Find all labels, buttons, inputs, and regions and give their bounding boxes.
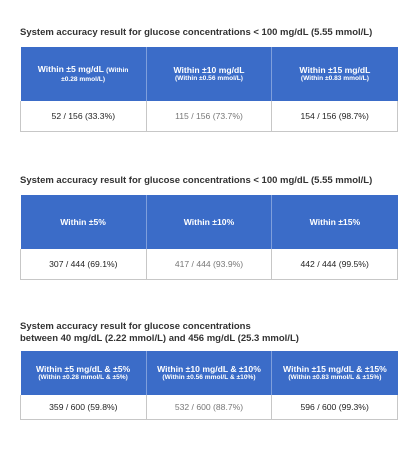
header-main: Within ±15 mg/dL & ±15% xyxy=(283,364,387,374)
header-sub: (Within ±0.83 mmol/L & ±15%) xyxy=(288,374,382,381)
header-main: Within ±5 mg/dL & ±5% xyxy=(35,364,131,374)
value-cell-within-5: 52 / 156 (33.3%) xyxy=(20,101,147,132)
value-cell-within-5: 359 / 600 (59.8%) xyxy=(20,395,147,420)
accuracy-table-low-mgdl: Within ±5 mg/dL (Within ±0.28 mmol/L) Wi… xyxy=(20,47,398,132)
table-header-row: Within ±5 mg/dL (Within ±0.28 mmol/L) Wi… xyxy=(20,47,398,101)
section-low-mgdl: System accuracy result for glucose conce… xyxy=(20,27,398,132)
header-main: Within ±15% xyxy=(309,217,361,227)
header-main: Within ±10% xyxy=(183,217,235,227)
value-cell-within-10: 417 / 444 (93.9%) xyxy=(145,249,273,280)
accuracy-table-full-range: Within ±5 mg/dL & ±5% (Within ±0.28 mmol… xyxy=(20,351,398,420)
section-full-range: System accuracy result for glucose conce… xyxy=(20,321,398,420)
value-cell-within-5: 307 / 444 (69.1%) xyxy=(20,249,147,280)
value-cell-within-15: 596 / 600 (99.3%) xyxy=(271,395,398,420)
table-header-row: Within ±5% Within ±10% Within ±15% xyxy=(20,195,398,249)
value-cell-within-10: 532 / 600 (88.7%) xyxy=(145,395,273,420)
header-within-10-combined: Within ±10 mg/dL & ±10% (Within ±0.56 mm… xyxy=(146,351,273,395)
header-main: Within ±5% xyxy=(60,217,106,227)
section-title: System accuracy result for glucose conce… xyxy=(20,175,373,186)
section-title-line-2: between 40 mg/dL (2.22 mmol/L) and 456 m… xyxy=(20,333,299,344)
table-header-row: Within ±5 mg/dL & ±5% (Within ±0.28 mmol… xyxy=(20,351,398,395)
header-main: Within ±10 mg/dL & ±10% xyxy=(157,364,261,374)
section-title: System accuracy result for glucose conce… xyxy=(20,27,373,38)
header-within-5-combined: Within ±5 mg/dL & ±5% (Within ±0.28 mmol… xyxy=(20,351,147,395)
header-within-10-mgdl: Within ±10 mg/dL (Within ±0.56 mmol/L) xyxy=(146,47,273,101)
header-within-15-combined: Within ±15 mg/dL & ±15% (Within ±0.83 mm… xyxy=(271,351,398,395)
section-low-percent: System accuracy result for glucose conce… xyxy=(20,175,398,280)
header-sub: (Within ±0.28 mmol/L & ±5%) xyxy=(38,374,128,381)
header-main: Within ±5 mg/dL xyxy=(37,64,104,74)
header-main: Within ±10 mg/dL xyxy=(173,65,245,75)
header-main: Within ±15 mg/dL xyxy=(299,65,371,75)
header-within-15-percent: Within ±15% xyxy=(271,195,398,249)
table-row: 359 / 600 (59.8%) 532 / 600 (88.7%) 596 … xyxy=(20,395,398,420)
header-within-15-mgdl: Within ±15 mg/dL (Within ±0.83 mmol/L) xyxy=(271,47,398,101)
value-cell-within-15: 442 / 444 (99.5%) xyxy=(271,249,398,280)
header-sub-inline: (Within xyxy=(106,67,129,74)
header-sub: (Within ±0.56 mmol/L & ±10%) xyxy=(162,374,256,381)
accuracy-table-low-percent: Within ±5% Within ±10% Within ±15% 307 /… xyxy=(20,195,398,280)
header-within-5-percent: Within ±5% xyxy=(20,195,147,249)
header-sub: (Within ±0.56 mmol/L) xyxy=(174,75,243,82)
header-sub: (Within ±0.83 mmol/L) xyxy=(300,75,369,82)
table-row: 307 / 444 (69.1%) 417 / 444 (93.9%) 442 … xyxy=(20,249,398,280)
header-within-5-mgdl: Within ±5 mg/dL (Within ±0.28 mmol/L) xyxy=(20,47,147,101)
section-title-line-1: System accuracy result for glucose conce… xyxy=(20,321,251,332)
header-sub: ±0.28 mmol/L) xyxy=(61,76,106,83)
value-cell-within-10: 115 / 156 (73.7%) xyxy=(145,101,273,132)
section-title: System accuracy result for glucose conce… xyxy=(20,321,398,345)
header-within-10-percent: Within ±10% xyxy=(146,195,273,249)
value-cell-within-15: 154 / 156 (98.7%) xyxy=(271,101,398,132)
table-row: 52 / 156 (33.3%) 115 / 156 (73.7%) 154 /… xyxy=(20,101,398,132)
